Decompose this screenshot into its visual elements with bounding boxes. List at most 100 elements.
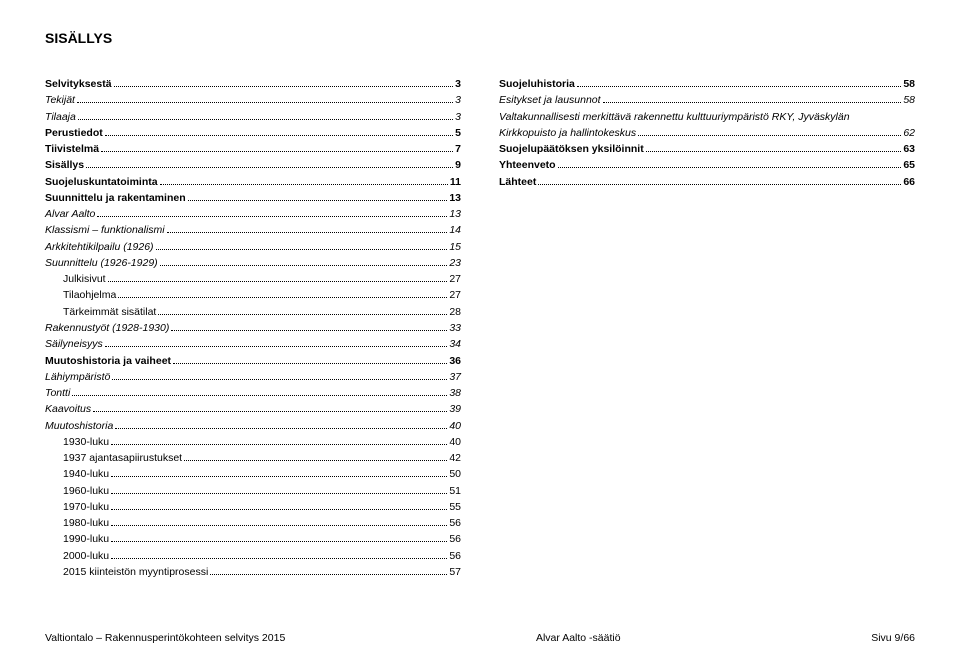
toc-entry-label: 1990-luku (63, 531, 109, 547)
toc-entry: Klassismi – funktionalismi14 (45, 222, 461, 238)
toc-entry: Rakennustyöt (1928-1930) 33 (45, 320, 461, 336)
toc-entry-page: 38 (449, 385, 461, 401)
toc-leader (173, 363, 447, 364)
toc-entry-page: 7 (455, 141, 461, 157)
page-title: SISÄLLYS (45, 30, 915, 46)
toc-leader (72, 395, 447, 396)
toc-entry-page: 13 (449, 190, 461, 206)
toc-entry-page: 5 (455, 125, 461, 141)
toc-leader (108, 281, 448, 282)
toc-entry: Suunnittelu (1926-1929) 23 (45, 255, 461, 271)
toc-entry-page: 40 (449, 434, 461, 450)
toc-entry-page: 39 (449, 401, 461, 417)
toc-entry: Suunnittelu ja rakentaminen13 (45, 190, 461, 206)
toc-entry: Suojeluskuntatoiminta11 (45, 174, 461, 190)
toc-leader (158, 314, 447, 315)
toc-entry: Tekijät3 (45, 92, 461, 108)
toc-columns: Selvityksestä3Tekijät3Tilaaja3Perustiedo… (45, 76, 915, 580)
toc-leader (538, 184, 901, 185)
toc-entry: 1940-luku 50 (45, 466, 461, 482)
toc-entry-page: 58 (903, 76, 915, 92)
toc-entry-label: 1937 ajantasapiirustukset (63, 450, 182, 466)
toc-entry-label: 1970-luku (63, 499, 109, 515)
toc-entry-label: Suojelupäätöksen yksilöinnit (499, 141, 644, 157)
toc-leader (112, 379, 447, 380)
toc-entry-label: Julkisivut (63, 271, 106, 287)
toc-entry-page: 33 (449, 320, 461, 336)
toc-entry-label: 1930-luku (63, 434, 109, 450)
toc-leader (114, 86, 454, 87)
toc-entry: 1960-luku51 (45, 483, 461, 499)
toc-leader (558, 167, 902, 168)
toc-entry: Säilyneisyys34 (45, 336, 461, 352)
toc-entry: Valtakunnallisesti merkittävä rakennettu… (499, 109, 915, 125)
toc-entry-page: 57 (449, 564, 461, 580)
toc-entry-page: 42 (449, 450, 461, 466)
toc-entry-label: Sisällys (45, 157, 84, 173)
toc-entry-label: Suojeluskuntatoiminta (45, 174, 158, 190)
toc-entry-page: 23 (449, 255, 461, 271)
toc-entry-label: Selvityksestä (45, 76, 112, 92)
toc-entry: Tilaohjelma27 (45, 287, 461, 303)
toc-entry: Lähteet66 (499, 174, 915, 190)
toc-entry-page: 55 (449, 499, 461, 515)
toc-entry-label: Tilaohjelma (63, 287, 116, 303)
toc-leader (577, 86, 901, 87)
toc-entry-page: 40 (449, 418, 461, 434)
toc-entry-label: 1940-luku (63, 466, 109, 482)
toc-entry-page: 9 (455, 157, 461, 173)
toc-entry: Sisällys 9 (45, 157, 461, 173)
toc-entry-label: Esitykset ja lausunnot (499, 92, 601, 108)
toc-entry-label: 1980-luku (63, 515, 109, 531)
toc-entry: 1930-luku 40 (45, 434, 461, 450)
toc-leader (105, 346, 448, 347)
toc-leader (101, 151, 453, 152)
toc-entry: 1980-luku56 (45, 515, 461, 531)
toc-entry: Tontti38 (45, 385, 461, 401)
toc-leader (77, 102, 453, 103)
toc-leader (638, 135, 901, 136)
toc-entry-page: 65 (903, 157, 915, 173)
toc-entry-page: 37 (449, 369, 461, 385)
toc-entry: Kirkkopuisto ja hallintokeskus62 (499, 125, 915, 141)
toc-entry-label: Klassismi – funktionalismi (45, 222, 165, 238)
toc-leader (603, 102, 902, 103)
toc-entry: Tilaaja3 (45, 109, 461, 125)
toc-entry-label: Suojeluhistoria (499, 76, 575, 92)
toc-entry-label: Muutoshistoria ja vaiheet (45, 353, 171, 369)
toc-entry: Alvar Aalto13 (45, 206, 461, 222)
toc-entry-page: 56 (449, 531, 461, 547)
footer-center: Alvar Aalto -säätiö (536, 632, 621, 644)
toc-leader (167, 232, 448, 233)
toc-entry-page: 13 (449, 206, 461, 222)
toc-entry-label: Suunnittelu (1926-1929) (45, 255, 158, 271)
toc-entry-label: Perustiedot (45, 125, 103, 141)
toc-leader (111, 509, 447, 510)
toc-entry-label: Tekijät (45, 92, 75, 108)
toc-leader (111, 476, 447, 477)
toc-entry: Muutoshistoria ja vaiheet 36 (45, 353, 461, 369)
toc-leader (111, 493, 447, 494)
toc-entry-page: 36 (449, 353, 461, 369)
toc-entry-label: Lähiympäristö (45, 369, 110, 385)
toc-leader (86, 167, 453, 168)
toc-entry: 2000-luku56 (45, 548, 461, 564)
toc-leader (210, 574, 447, 575)
toc-entry-label: Rakennustyöt (1928-1930) (45, 320, 169, 336)
toc-entry-label: Yhteenveto (499, 157, 556, 173)
toc-leader (184, 460, 447, 461)
toc-entry-label: Tärkeimmät sisätilat (63, 304, 156, 320)
toc-entry: Arkkitehtikilpailu (1926)15 (45, 239, 461, 255)
toc-entry-page: 50 (449, 466, 461, 482)
footer-left: Valtiontalo – Rakennusperintökohteen sel… (45, 632, 285, 644)
toc-leader (111, 525, 447, 526)
toc-entry-page: 27 (449, 271, 461, 287)
footer-right: Sivu 9/66 (871, 632, 915, 644)
toc-entry-label: 1960-luku (63, 483, 109, 499)
toc-entry-label: 2015 kiinteistön myyntiprosessi (63, 564, 208, 580)
toc-entry-label: Kaavoitus (45, 401, 91, 417)
toc-entry-page: 56 (449, 548, 461, 564)
toc-leader (160, 184, 448, 185)
toc-left-column: Selvityksestä3Tekijät3Tilaaja3Perustiedo… (45, 76, 461, 580)
toc-entry: Yhteenveto 65 (499, 157, 915, 173)
